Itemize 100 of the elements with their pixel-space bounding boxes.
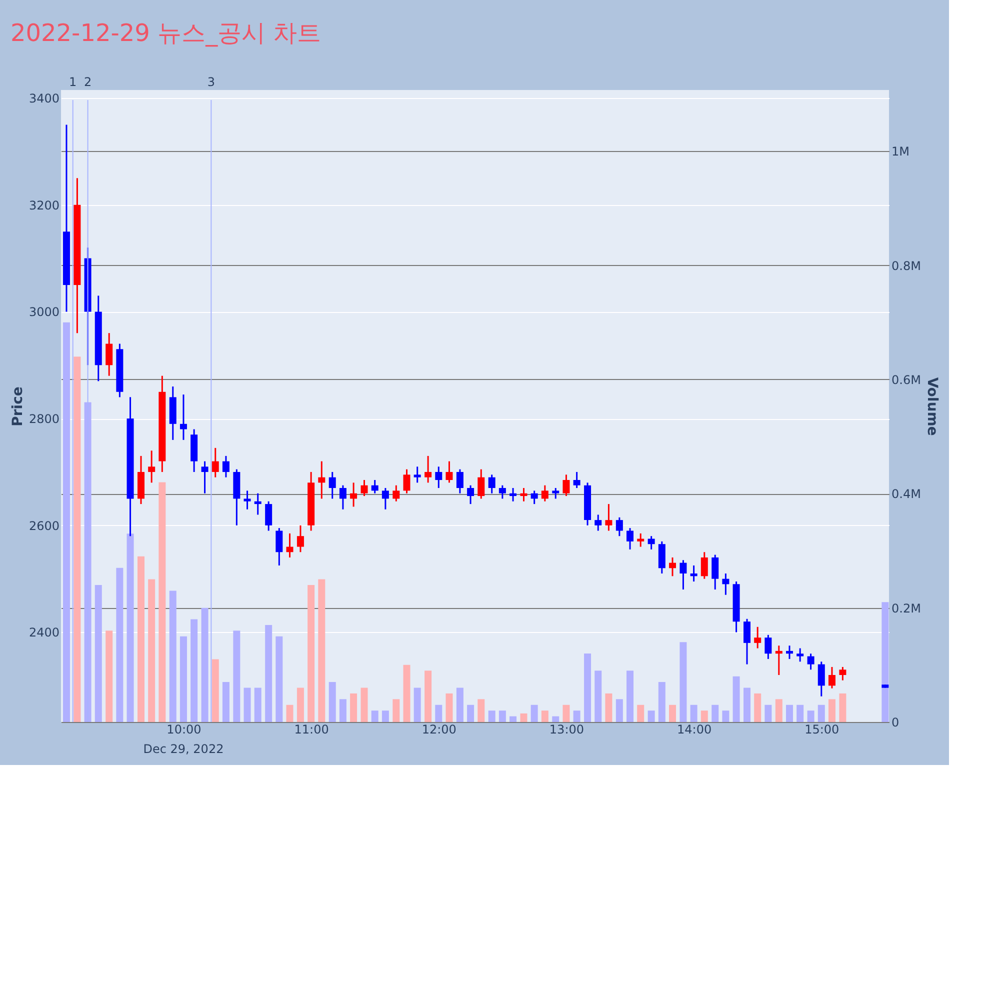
bar	[350, 693, 358, 722]
bar	[286, 704, 294, 722]
candlestick	[498, 484, 506, 500]
bar	[446, 693, 453, 722]
candlestick	[350, 482, 358, 508]
bar	[435, 704, 442, 722]
bar	[158, 482, 166, 722]
bar	[668, 704, 676, 722]
bar	[541, 710, 548, 722]
candlestick	[818, 660, 825, 698]
bar	[530, 704, 538, 722]
bar	[360, 688, 368, 722]
bar	[584, 653, 592, 722]
bar	[116, 568, 124, 722]
candlestick	[700, 551, 708, 580]
candlestick	[276, 527, 283, 566]
bar	[839, 693, 846, 722]
bar	[190, 619, 198, 722]
bar	[201, 608, 208, 722]
candlestick	[265, 500, 272, 532]
candlestick	[626, 527, 634, 550]
candlestick	[371, 479, 378, 494]
bar	[552, 716, 560, 722]
bar	[510, 716, 517, 722]
candlestick	[520, 487, 528, 502]
candlestick	[403, 468, 410, 494]
bar	[265, 624, 272, 722]
candlestick	[318, 460, 326, 500]
bar	[828, 699, 836, 722]
candlestick	[446, 460, 453, 484]
bar	[382, 710, 389, 722]
candlestick	[668, 556, 676, 577]
bar	[94, 584, 102, 722]
bar	[74, 356, 81, 722]
x-tick-label: 13:00	[549, 722, 584, 736]
bar	[180, 636, 187, 722]
bar	[562, 704, 570, 722]
candlestick	[488, 474, 496, 494]
candlestick	[552, 487, 560, 500]
bar	[467, 704, 474, 722]
bar	[700, 710, 708, 722]
candlestick	[764, 634, 772, 660]
bar	[775, 699, 782, 722]
bar	[744, 688, 750, 722]
text: Dec 29, 2022	[143, 742, 224, 756]
candlestick	[435, 466, 442, 489]
bar	[796, 704, 804, 722]
bar	[754, 693, 762, 722]
bar	[414, 688, 421, 722]
candlestick	[478, 468, 485, 500]
y2-tick-label: 0.8M	[892, 258, 921, 273]
candlestick	[722, 572, 730, 596]
bar	[169, 590, 176, 722]
text: 1	[69, 75, 77, 89]
y2-tick-label: 1M	[892, 144, 910, 159]
bar	[637, 704, 644, 722]
bar	[488, 710, 496, 722]
text: 2	[84, 75, 92, 89]
chart-title: 2022-12-29 뉴스_공시 차트	[10, 19, 322, 47]
bar	[573, 710, 580, 722]
candlestick	[467, 484, 474, 505]
bar	[680, 642, 687, 722]
candlestick	[605, 503, 612, 532]
candlestick	[328, 471, 336, 500]
candlestick	[222, 455, 230, 478]
bar	[626, 670, 634, 722]
bar	[764, 704, 772, 722]
x-tick-label: 10:00	[166, 722, 202, 736]
candlestick	[775, 644, 782, 676]
bar	[882, 602, 889, 722]
candlestick	[180, 394, 187, 441]
y2-tick-label: 0.6M	[892, 372, 921, 387]
candlestick	[339, 484, 346, 510]
bar	[328, 682, 336, 722]
candlestick	[382, 487, 389, 510]
y-tick-label: 3400	[28, 92, 60, 106]
bar	[233, 630, 240, 722]
candlestick	[828, 666, 836, 690]
candlestick	[201, 460, 208, 494]
candlestick	[839, 666, 846, 682]
candlestick	[786, 644, 793, 660]
bar	[222, 682, 230, 722]
bar	[690, 704, 698, 722]
bar	[148, 579, 156, 722]
bar	[616, 699, 623, 722]
bar	[424, 670, 432, 722]
bar	[254, 688, 262, 722]
candlestick	[106, 332, 113, 377]
bar	[722, 710, 730, 722]
candlestick	[807, 652, 814, 670]
y-tick-label: 2800	[28, 412, 60, 426]
x-tick-label: 11:00	[294, 722, 329, 736]
text: 3	[207, 75, 215, 89]
candlestick	[680, 559, 687, 590]
candlestick	[754, 626, 762, 650]
y2-tick-label: 0	[892, 716, 900, 730]
candlestick	[212, 447, 219, 478]
candlestick	[616, 516, 623, 537]
x-tick-label: 12:00	[422, 722, 456, 736]
candlestick	[424, 455, 432, 484]
